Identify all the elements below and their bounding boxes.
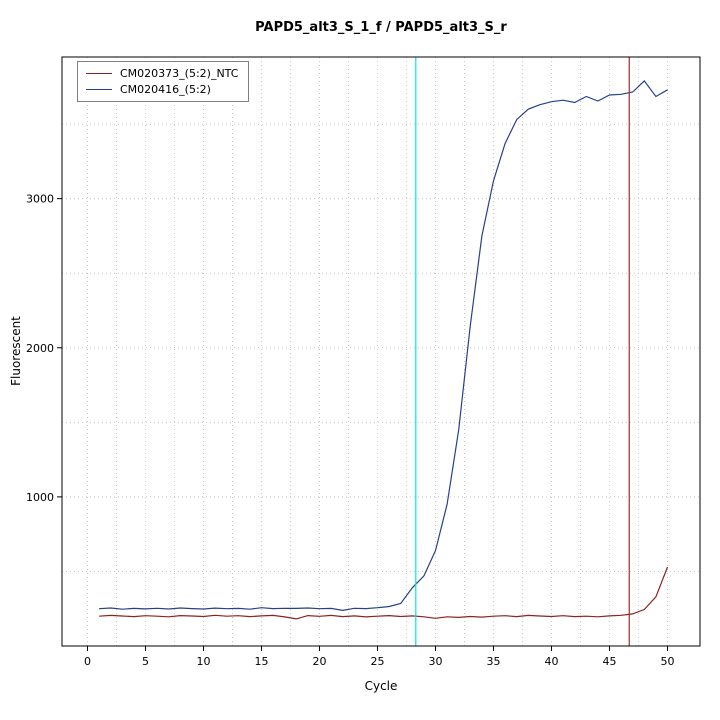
legend-line-sample-blue	[86, 88, 112, 90]
legend: CM020373_(5:2)_NTC CM020416_(5:2)	[77, 61, 250, 102]
x-tick-label: 0	[84, 655, 91, 668]
x-tick-label: 20	[313, 655, 327, 668]
x-tick-label: 30	[429, 655, 443, 668]
legend-line-sample-red	[86, 72, 112, 74]
x-tick-label: 45	[603, 655, 617, 668]
y-tick-label: 1000	[26, 491, 54, 504]
legend-item-ntc: CM020373_(5:2)_NTC	[86, 65, 238, 81]
plot-box	[61, 56, 701, 647]
x-tick-label: 15	[255, 655, 269, 668]
x-tick-label: 35	[487, 655, 501, 668]
x-tick-label: 5	[142, 655, 149, 668]
series-line-0	[99, 566, 669, 620]
x-tick-label: 10	[197, 655, 211, 668]
legend-label-sample: CM020416_(5:2)	[120, 82, 211, 96]
legend-label-ntc: CM020373_(5:2)_NTC	[120, 66, 239, 80]
y-tick-label: 3000	[26, 193, 54, 206]
y-tick-label: 2000	[26, 342, 54, 355]
x-tick-label: 50	[661, 655, 675, 668]
x-tick-label: 25	[371, 655, 385, 668]
x-tick-label: 40	[545, 655, 559, 668]
series-line-1	[99, 79, 668, 612]
legend-item-sample: CM020416_(5:2)	[86, 81, 238, 97]
chart-title: PAPD5_alt3_S_1_f / PAPD5_alt3_S_r	[255, 20, 507, 35]
x-axis-label: Cycle	[364, 679, 398, 693]
